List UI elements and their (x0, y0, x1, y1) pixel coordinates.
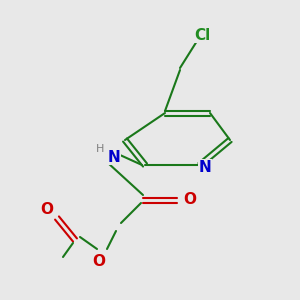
Text: N: N (108, 149, 120, 164)
Text: O: O (92, 254, 106, 269)
Text: O: O (40, 202, 53, 217)
Text: O: O (184, 193, 196, 208)
Text: H: H (96, 144, 104, 154)
Text: Cl: Cl (194, 28, 210, 43)
Text: N: N (199, 160, 212, 175)
